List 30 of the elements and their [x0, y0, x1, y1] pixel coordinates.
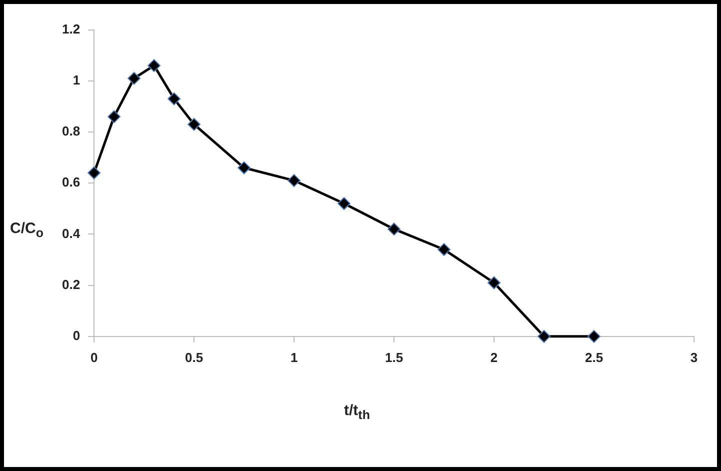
y-tick-label: 0.2	[62, 276, 80, 292]
x-tick-label: 0.5	[185, 350, 204, 365]
x-tick-label: 1.5	[384, 350, 404, 365]
point	[588, 330, 601, 343]
point	[238, 161, 251, 174]
y-tick-label: 0.6	[62, 174, 80, 190]
y-tick-label: 0.4	[62, 226, 81, 241]
y-axis-title: C/C$_{o}$	[10, 220, 44, 240]
point	[338, 197, 351, 210]
x-tick-label: 2.5	[584, 350, 604, 365]
y-tick-label: 0	[72, 328, 80, 343]
y-tick-label: 0.8	[62, 124, 80, 139]
point	[488, 276, 501, 290]
point	[288, 174, 301, 188]
point	[188, 118, 201, 131]
point	[538, 330, 551, 343]
x-tick-label: 0	[90, 350, 98, 365]
point	[108, 110, 121, 124]
point	[88, 166, 101, 180]
x-tick-label: 2	[490, 350, 498, 365]
x-tick-label: 1	[290, 350, 298, 365]
point	[148, 59, 161, 72]
x-tick-label: 3	[690, 350, 698, 365]
point	[128, 72, 141, 85]
y-tick-label: 1	[72, 72, 80, 88]
point	[168, 92, 181, 106]
x-axis-title: t/t$_{th}$	[344, 402, 370, 422]
point	[438, 243, 451, 256]
point	[388, 222, 401, 236]
y-tick-label: 1.2	[62, 21, 80, 36]
